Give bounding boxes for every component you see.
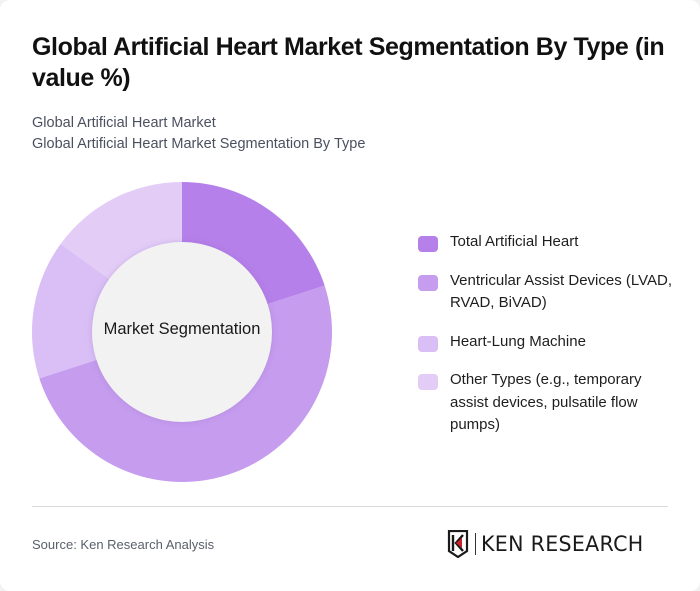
chart-subtitle: Global Artificial Heart Market Global Ar… <box>32 113 365 155</box>
legend-label: Other Types (e.g., temporary assist devi… <box>450 371 642 433</box>
donut-slice-other-types-e-g-temporary-assist-devices-pulsatile-flow-pumps[interactable] <box>60 182 182 281</box>
legend-swatch-icon <box>418 236 438 252</box>
ken-research-k-shield-icon <box>447 530 469 558</box>
legend-item-other-types[interactable]: Other Types (e.g., temporary assist devi… <box>418 369 678 437</box>
donut-slices <box>31 182 332 482</box>
legend-label: Total Artificial Heart <box>450 233 579 250</box>
legend-label: Ventricular Assist Devices (LVAD, RVAD, … <box>450 271 673 312</box>
ken-research-logo: KEN RESEARCH <box>447 529 647 559</box>
chart-legend: Total Artificial Heart Ventricular Assis… <box>418 231 678 453</box>
legend-label: Heart-Lung Machine <box>450 332 586 350</box>
legend-swatch-icon <box>418 374 438 390</box>
legend-item-heart-lung-machine[interactable]: Heart-Lung Machine <box>418 331 678 354</box>
logo-text: KEN RESEARCH <box>481 532 644 556</box>
center-label: Market Segmentation <box>103 320 261 338</box>
subtitle-line-2: Global Artificial Heart Market Segmentat… <box>32 136 366 152</box>
logo-separator <box>475 533 476 555</box>
legend-swatch-icon <box>418 274 438 291</box>
source-note: Source: Ken Research Analysis <box>32 537 215 552</box>
legend-swatch-icon <box>418 335 438 352</box>
donut-slice-ventricular-assist-devices-lvad-rvad-bivad[interactable] <box>39 285 332 482</box>
donut-slice-total-artificial-heart[interactable] <box>182 182 325 305</box>
chart-title: Global Artificial Heart Market Segmentat… <box>32 33 665 92</box>
donut-chart: Market Segmentation <box>30 180 334 484</box>
donut-slice-heart-lung-machine[interactable] <box>31 243 111 379</box>
legend-item-ventricular-assist-devices[interactable]: Ventricular Assist Devices (LVAD, RVAD, … <box>418 270 678 315</box>
donut-hole <box>92 242 272 422</box>
legend-item-total-artificial-heart[interactable]: Total Artificial Heart <box>418 231 678 254</box>
donut-svg <box>31 182 332 482</box>
footer-divider <box>32 506 668 507</box>
subtitle-line-1: Global Artificial Heart Market <box>32 115 216 131</box>
